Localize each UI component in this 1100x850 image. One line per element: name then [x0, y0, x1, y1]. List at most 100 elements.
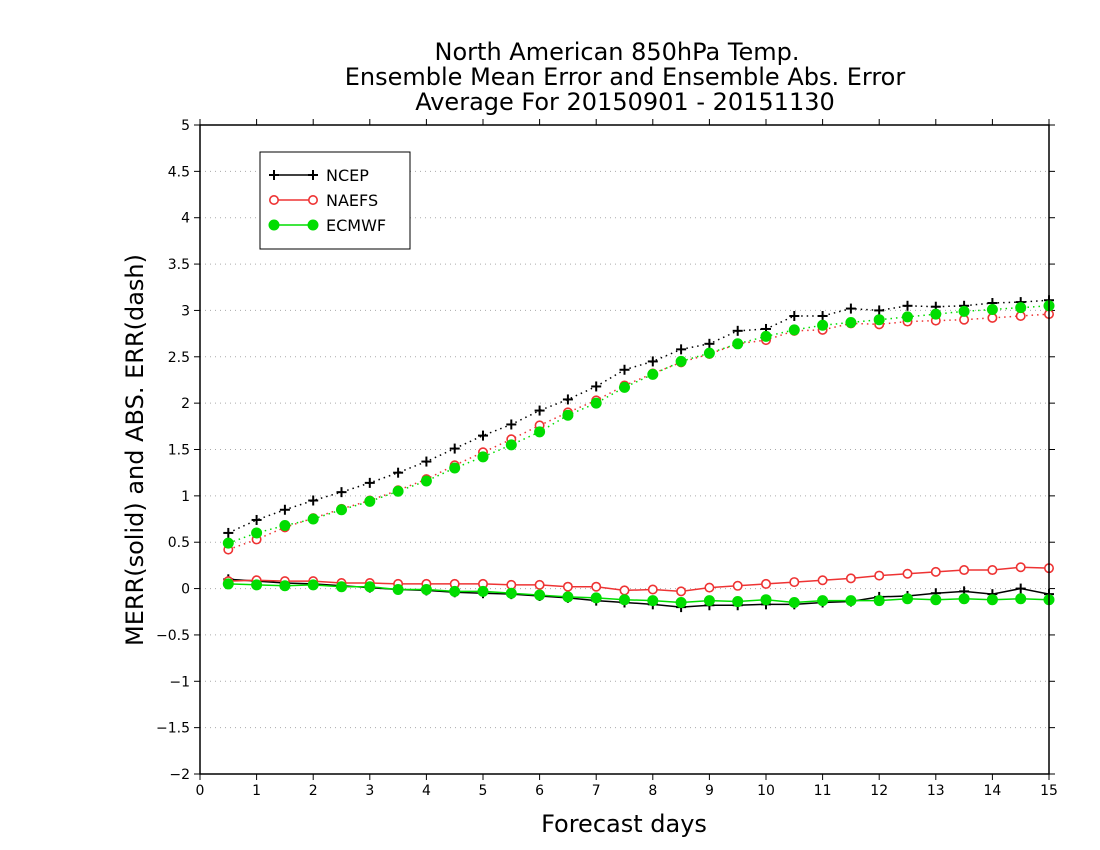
ecmwf-merr-point	[958, 593, 970, 605]
naefs-merr-line	[228, 566, 1050, 593]
ncep-abs-err-point	[251, 514, 262, 525]
ecmwf-abs-err-point	[420, 475, 432, 487]
ncep-abs-err-line	[227, 299, 1050, 534]
x-tick-label: 10	[757, 783, 775, 799]
ecmwf-abs-err-point	[817, 319, 829, 331]
ecmwf-abs-err-point	[845, 316, 857, 328]
ncep-abs-err-point	[732, 325, 743, 336]
x-tick-label: 2	[309, 783, 318, 799]
y-tick-label: 1	[181, 489, 190, 505]
ecmwf-abs-err-point	[590, 397, 602, 409]
ncep-abs-err-point	[336, 487, 347, 498]
ecmwf-merr-point	[449, 585, 461, 597]
naefs-merr-point	[902, 568, 913, 579]
naefs-merr-point	[732, 580, 743, 591]
ecmwf-abs-err-point	[930, 308, 942, 320]
ecmwf-abs-err-point	[392, 485, 404, 497]
naefs-abs-err-line	[228, 313, 1050, 551]
y-tick-label: 4.5	[168, 164, 190, 180]
legend-label-ncep: NCEP	[326, 166, 369, 185]
x-tick-label: 7	[592, 783, 601, 799]
x-tick-label: 8	[648, 783, 657, 799]
ecmwf-merr-point	[477, 585, 489, 597]
x-axis-title: Forecast days	[541, 810, 707, 838]
y-tick-label: 5	[181, 118, 190, 134]
x-tick-label: 9	[705, 783, 714, 799]
naefs-merr-point	[987, 565, 998, 576]
naefs-merr-point	[959, 565, 970, 576]
ecmwf-merr-point	[1015, 593, 1027, 605]
ecmwf-merr-point	[279, 580, 291, 592]
ecmwf-merr-point	[986, 594, 998, 606]
ecmwf-abs-err-point	[647, 368, 659, 380]
ecmwf-abs-err-point	[251, 527, 263, 539]
ecmwf-merr-point	[619, 594, 630, 606]
ncep-abs-err-point	[393, 467, 404, 478]
x-tick-label: 14	[983, 783, 1001, 799]
ncep-abs-err-point	[506, 419, 517, 430]
plot-frame	[199, 124, 1050, 775]
legend-marker-ncep	[308, 170, 318, 180]
legend-label-naefs: NAEFS	[326, 191, 378, 210]
ecmwf-merr-point	[590, 592, 602, 604]
ncep-abs-err-point	[308, 495, 319, 506]
ecmwf-abs-err-point	[534, 426, 546, 438]
naefs-merr-point	[930, 566, 941, 577]
ecmwf-merr-point	[845, 595, 857, 607]
ncep-abs-err-point	[449, 443, 460, 454]
naefs-merr-point	[817, 575, 828, 586]
ecmwf-abs-err-point	[986, 304, 998, 316]
ecmwf-abs-err-point	[477, 451, 489, 463]
ecmwf-merr-point	[788, 596, 800, 608]
naefs-merr-point	[591, 581, 602, 592]
chart-title: North American 850hPa Temp. Ensemble Mea…	[345, 38, 906, 116]
legend-label-ecmwf: ECMWF	[326, 216, 386, 235]
ncep-merr-point	[1015, 583, 1026, 594]
ecmwf-merr-point	[562, 591, 574, 603]
y-tick-label: 1.5	[168, 443, 190, 459]
ecmwf-merr-point	[505, 587, 517, 599]
ecmwf-merr-point	[760, 594, 772, 606]
x-tick-label: 12	[870, 783, 888, 799]
ecmwf-merr-point	[336, 581, 347, 593]
naefs-merr-point	[760, 578, 771, 589]
x-tick-label: 0	[196, 783, 205, 799]
legend-marker-ecmwf	[268, 219, 280, 231]
ecmwf-abs-err-point	[279, 520, 291, 532]
ncep-abs-err-point	[902, 300, 913, 311]
legend-marker-naefs	[307, 195, 318, 206]
y-axis-title: MERR(solid) and ABS. ERR(dash)	[121, 254, 149, 646]
y-tick-label: −1	[169, 674, 190, 690]
series-lines	[222, 295, 1055, 613]
naefs-merr-point	[704, 582, 715, 593]
y-tick-label: 0	[181, 582, 190, 598]
ecmwf-merr-point	[930, 594, 942, 606]
ecmwf-abs-err-point	[732, 338, 744, 350]
naefs-merr-point	[789, 577, 800, 588]
ecmwf-merr-point	[392, 583, 404, 595]
ncep-abs-err-point	[647, 356, 658, 367]
ncep-abs-err-point	[874, 305, 885, 316]
ecmwf-abs-err-point	[364, 495, 376, 507]
legend-marker-naefs	[268, 195, 279, 206]
ncep-abs-err-point	[789, 310, 800, 321]
ecmwf-abs-err-point	[505, 439, 517, 451]
x-tick-label: 6	[535, 783, 544, 799]
ncep-abs-err-point	[562, 394, 573, 405]
naefs-merr-point	[562, 581, 573, 592]
ncep-abs-err-point	[845, 303, 856, 314]
ecmwf-merr-point	[647, 595, 659, 607]
ncep-abs-err-point	[817, 310, 828, 321]
ecmwf-abs-err-point	[336, 504, 347, 516]
ecmwf-abs-err-point	[222, 537, 234, 549]
ecmwf-merr-point	[902, 593, 913, 605]
y-tick-label: 3	[181, 303, 190, 319]
y-tick-label: 2	[181, 396, 190, 412]
ecmwf-merr-point	[732, 596, 744, 608]
ncep-abs-err-point	[591, 381, 602, 392]
y-tick-label: 0.5	[168, 535, 190, 551]
legend-marker-ncep	[269, 170, 279, 180]
legend-items: NCEP NAEFS ECMWF	[268, 166, 386, 235]
ecmwf-abs-err-point	[619, 381, 630, 393]
